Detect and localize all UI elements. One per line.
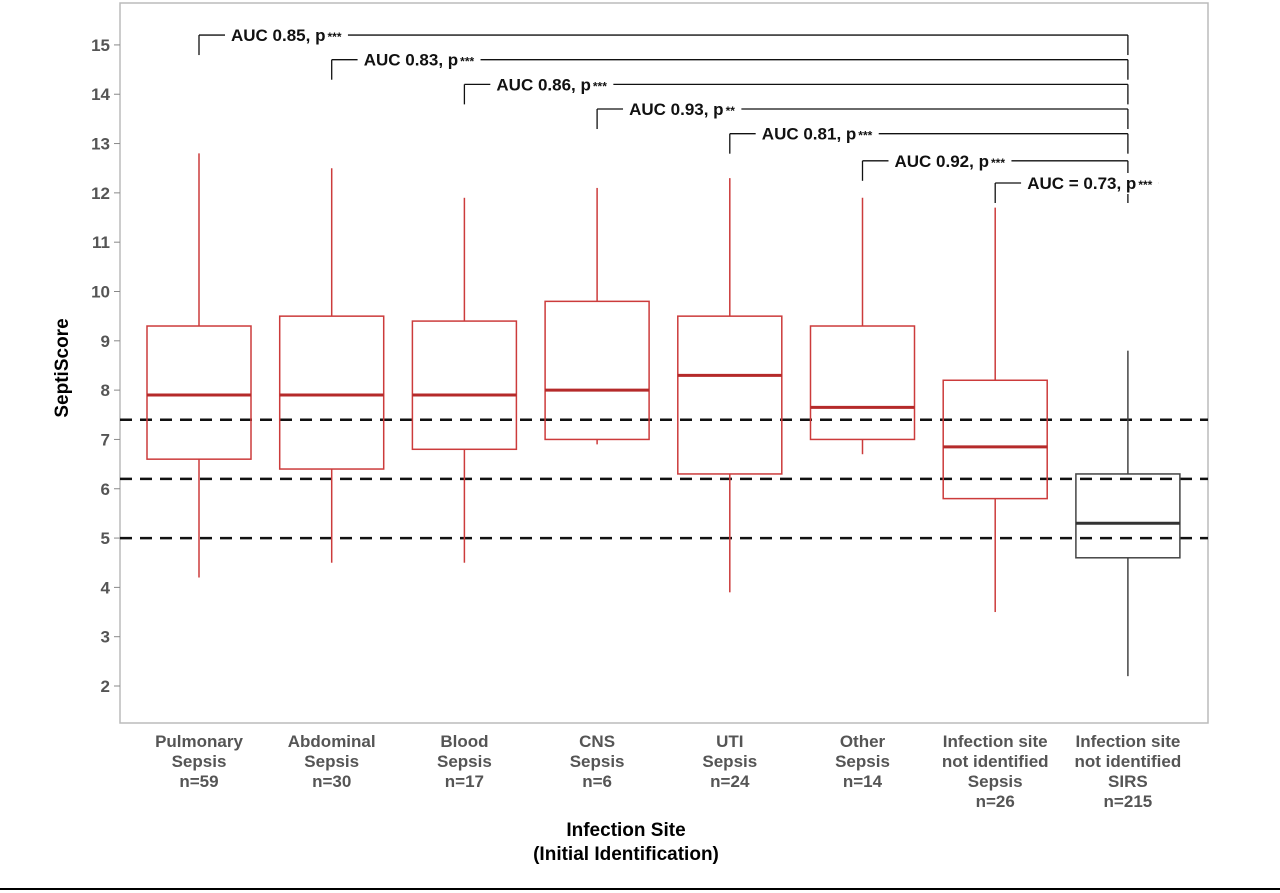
plot-frame bbox=[119, 2, 1209, 724]
x-category-label-line: n=14 bbox=[843, 772, 883, 791]
annotation-label-bg bbox=[888, 150, 1012, 172]
annotation-label-bg bbox=[623, 99, 742, 121]
iqr-box bbox=[278, 315, 385, 470]
x-category-label: Infection site not identified SIRS n=215 bbox=[1075, 732, 1182, 811]
x-category-label-line: Sepsis bbox=[702, 752, 757, 771]
x-axis-title-line: (Initial Identification) bbox=[533, 844, 719, 865]
y-axis-title: SeptiScore bbox=[52, 318, 73, 417]
x-category-label-line: n=215 bbox=[1104, 792, 1153, 811]
x-axis-title: Infection Site (Initial Identification) bbox=[533, 820, 719, 865]
annotation-stars: *** bbox=[593, 79, 607, 93]
annotation-label-bg bbox=[490, 74, 614, 96]
iqr-box bbox=[942, 379, 1048, 500]
box-6 bbox=[942, 207, 1048, 613]
annotation-label: AUC 0.83, p *** bbox=[364, 51, 475, 70]
annotation-stars: *** bbox=[460, 55, 474, 69]
y-tick-label: 7 bbox=[101, 430, 110, 449]
annotation-label-bg bbox=[755, 123, 879, 145]
x-category-label-line: n=24 bbox=[710, 772, 750, 791]
y-tick-label: 2 bbox=[101, 677, 110, 696]
x-category-label-line: UTI bbox=[716, 732, 743, 751]
x-category-label-line: n=59 bbox=[179, 772, 218, 791]
x-category-label-line: Pulmonary bbox=[155, 732, 243, 751]
x-category-label: CNS Sepsis n=6 bbox=[570, 732, 625, 791]
x-category-label-line: n=30 bbox=[312, 772, 351, 791]
annotation-stars: ** bbox=[726, 104, 736, 118]
y-tick-label: 6 bbox=[101, 480, 110, 499]
iqr-box bbox=[1075, 473, 1181, 559]
box-2 bbox=[411, 197, 518, 563]
y-tick-label: 8 bbox=[101, 381, 110, 400]
annotation-3: AUC 0.93, p ** bbox=[596, 99, 1129, 130]
x-category-label-line: CNS bbox=[579, 732, 615, 751]
x-category-label-line: Sepsis bbox=[437, 752, 492, 771]
iqr-box bbox=[677, 315, 783, 475]
iqr-box bbox=[411, 320, 518, 451]
iqr-box bbox=[544, 300, 650, 441]
annotation-4: AUC 0.81, p *** bbox=[729, 123, 1129, 154]
box-5 bbox=[809, 197, 916, 455]
x-category-label-line: Abdominal bbox=[288, 732, 376, 751]
x-category-label-line: n=26 bbox=[976, 792, 1015, 811]
annotation-label: AUC 0.85, p *** bbox=[231, 26, 342, 45]
annotation-0: AUC 0.85, p *** bbox=[198, 25, 1129, 56]
y-tick-label: 10 bbox=[91, 282, 110, 301]
annotation-stars: *** bbox=[327, 30, 341, 44]
annotation-2: AUC 0.86, p *** bbox=[463, 74, 1129, 105]
x-category-label: UTI Sepsis n=24 bbox=[702, 732, 757, 791]
x-category-label-line: Sepsis bbox=[968, 772, 1023, 791]
annotation-stars: *** bbox=[1138, 178, 1152, 192]
y-tick-label: 12 bbox=[91, 184, 110, 203]
x-category-label-line: Sepsis bbox=[835, 752, 890, 771]
y-tick-label: 11 bbox=[92, 233, 110, 252]
x-category-label-line: not identified bbox=[942, 752, 1049, 771]
y-tick-label: 3 bbox=[101, 628, 110, 647]
annotation-label: AUC 0.86, p *** bbox=[496, 75, 607, 94]
x-category-label-line: not identified bbox=[1075, 752, 1182, 771]
annotation-stars: *** bbox=[858, 129, 872, 143]
y-tick-label: 13 bbox=[91, 135, 110, 154]
annotation-1: AUC 0.83, p *** bbox=[331, 49, 1129, 80]
annotation-label-bg bbox=[225, 25, 348, 47]
x-category-label: Pulmonary Sepsis n=59 bbox=[155, 732, 243, 791]
x-axis-title-line: Infection Site bbox=[566, 820, 685, 841]
annotation-label: AUC = 0.73, p *** bbox=[1027, 174, 1152, 193]
x-category-label-line: Infection site bbox=[1075, 732, 1180, 751]
x-category-label: Infection site not identified Sepsis n=26 bbox=[942, 732, 1049, 811]
annotation-label-bg bbox=[1021, 173, 1159, 194]
x-category-label-line: n=6 bbox=[582, 772, 612, 791]
box-7 bbox=[1075, 350, 1181, 677]
x-category-label-line: Sepsis bbox=[304, 752, 359, 771]
y-tick-label: 9 bbox=[101, 332, 110, 351]
annotation-label: AUC 0.93, p ** bbox=[629, 100, 735, 119]
iqr-box bbox=[809, 325, 916, 441]
annotation-label: AUC 0.92, p *** bbox=[895, 152, 1006, 171]
x-category-label: Abdominal Sepsis n=30 bbox=[288, 732, 376, 791]
x-category-label: Blood Sepsis n=17 bbox=[437, 732, 492, 791]
x-category-label-line: Infection site bbox=[943, 732, 1048, 751]
box-3 bbox=[544, 187, 650, 445]
x-category-label-line: n=17 bbox=[445, 772, 484, 791]
x-category-label-line: Other bbox=[840, 732, 886, 751]
x-category-label-line: Sepsis bbox=[570, 752, 625, 771]
annotation-label: AUC 0.81, p *** bbox=[762, 125, 873, 144]
annotation-label-bg bbox=[357, 49, 481, 71]
annotation-6: AUC = 0.73, p *** bbox=[994, 173, 1159, 203]
box-4 bbox=[677, 178, 783, 593]
y-tick-label: 4 bbox=[101, 578, 111, 597]
iqr-box bbox=[146, 325, 252, 460]
x-category-label-line: SIRS bbox=[1108, 772, 1148, 791]
annotation-stars: *** bbox=[991, 156, 1005, 170]
y-tick-label: 14 bbox=[91, 85, 110, 104]
y-tick-label: 5 bbox=[101, 529, 110, 548]
x-category-label: Other Sepsis n=14 bbox=[835, 732, 890, 791]
y-tick-label: 15 bbox=[91, 36, 110, 55]
box-1 bbox=[278, 168, 385, 563]
box-0 bbox=[146, 153, 252, 578]
x-category-label-line: Sepsis bbox=[172, 752, 227, 771]
annotation-5: AUC 0.92, p *** bbox=[861, 150, 1129, 181]
x-category-label-line: Blood bbox=[440, 732, 488, 751]
